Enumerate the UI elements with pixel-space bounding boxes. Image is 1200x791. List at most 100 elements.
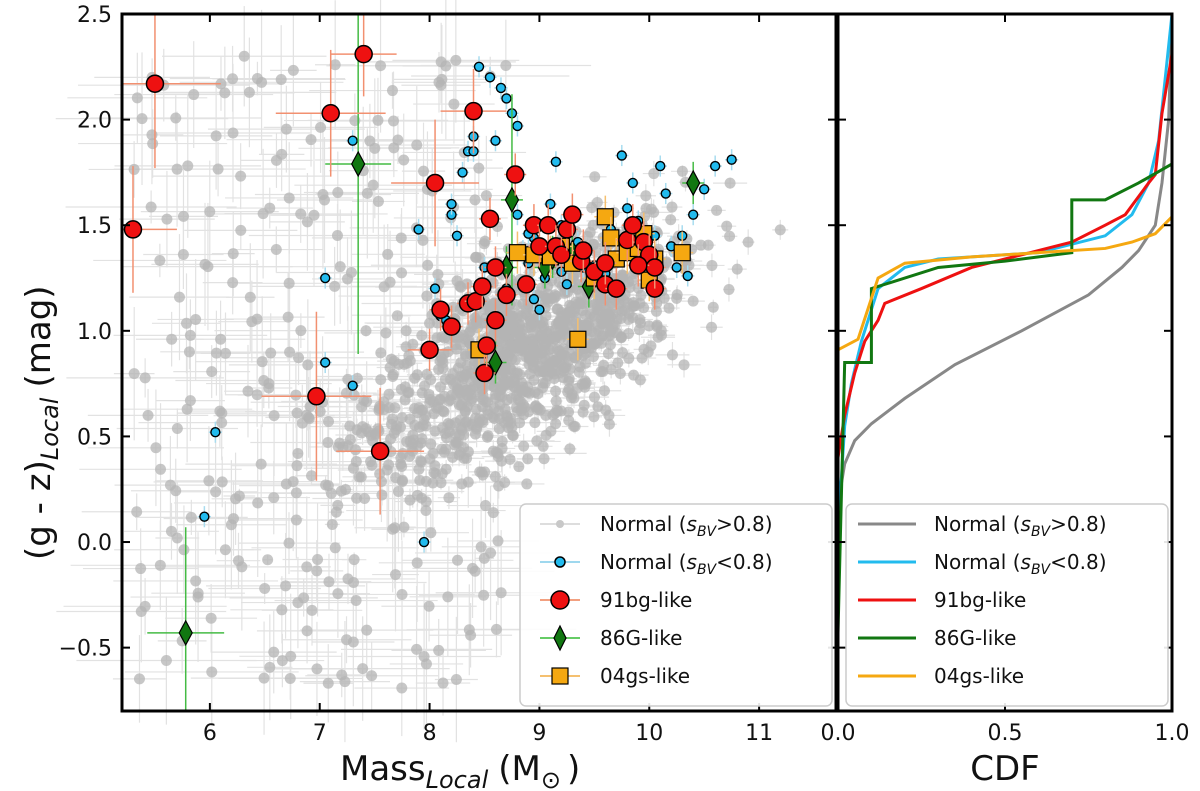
normal-high-point xyxy=(350,595,362,607)
normal-high-point xyxy=(382,248,394,260)
right-legend-label-normal-high: Normal (sBV>0.8) xyxy=(934,512,1107,540)
normal-high-point xyxy=(550,418,562,430)
normal-high-point xyxy=(268,410,280,422)
normal-high-point xyxy=(396,588,408,600)
normal-high-point xyxy=(465,629,477,641)
normal-high-point xyxy=(227,127,239,139)
point-normal-low xyxy=(709,160,721,172)
normal-high-point xyxy=(450,674,462,686)
normal-high-point xyxy=(291,460,303,472)
normal-high-point xyxy=(364,135,376,147)
normal-high-point xyxy=(375,60,387,72)
normal-high-point xyxy=(351,492,363,504)
normal-high-point xyxy=(375,475,387,487)
point-91bg xyxy=(123,220,143,239)
normal-high-point xyxy=(529,417,541,429)
normal-high-point xyxy=(154,559,166,571)
normal-high-point xyxy=(420,658,432,670)
normal-high-point xyxy=(487,507,499,519)
normal-high-point xyxy=(387,371,399,383)
normal-high-point xyxy=(550,395,562,407)
normal-high-point xyxy=(495,587,507,599)
normal-high-point xyxy=(344,420,356,432)
point-normal-low xyxy=(627,177,638,189)
normal-high-point xyxy=(171,163,183,175)
normal-high-point xyxy=(303,411,315,423)
normal-high-point xyxy=(258,672,270,684)
normal-high-point xyxy=(706,259,718,271)
normal-high-point xyxy=(145,201,157,213)
normal-high-point xyxy=(416,404,428,416)
right-legend-label-04gs: 04gs-like xyxy=(934,664,1024,688)
point-04gs xyxy=(508,244,527,262)
normal-high-point xyxy=(563,414,575,426)
normal-high-point xyxy=(640,202,652,214)
normal-high-point xyxy=(329,542,341,554)
point-normal-low xyxy=(682,270,693,282)
normal-high-point xyxy=(131,92,143,104)
normal-high-point xyxy=(598,359,610,371)
normal-high-point xyxy=(462,476,474,488)
normal-high-point xyxy=(706,321,718,333)
normal-high-point xyxy=(403,350,415,362)
normal-high-point xyxy=(398,521,410,533)
normal-high-point xyxy=(359,493,371,505)
normal-high-point xyxy=(244,291,256,303)
point-04gs xyxy=(673,244,691,262)
normal-high-point xyxy=(695,239,707,251)
normal-high-point xyxy=(243,86,255,98)
normal-high-point xyxy=(591,303,603,315)
normal-high-point xyxy=(155,463,167,475)
normal-high-point xyxy=(259,583,271,595)
point-normal-low xyxy=(347,380,358,391)
normal-high-point xyxy=(276,604,288,616)
normal-high-point xyxy=(774,224,786,236)
normal-high-point xyxy=(255,458,267,470)
normal-high-point xyxy=(407,429,419,441)
normal-high-point xyxy=(182,160,194,172)
point-86g xyxy=(504,186,520,214)
normal-high-point xyxy=(623,276,635,288)
normal-high-point xyxy=(357,421,369,433)
normal-high-point xyxy=(216,407,228,419)
normal-high-point xyxy=(492,447,504,459)
normal-high-point xyxy=(479,235,491,247)
normal-high-point xyxy=(262,554,274,566)
normal-high-point xyxy=(434,381,446,393)
normal-high-point xyxy=(421,290,433,302)
left-axis-ticks: 6 7 8 9 10 11 −0.5 0.0 0.5 1.0 1.5 2.0 2.5 xyxy=(59,3,836,746)
normal-high-point xyxy=(531,435,543,447)
normal-high-point xyxy=(420,505,432,517)
point-normal-low xyxy=(320,357,331,368)
normal-high-point xyxy=(360,325,372,337)
normal-high-point xyxy=(251,389,263,401)
normal-high-point xyxy=(549,333,561,345)
normal-high-point xyxy=(570,296,582,308)
point-normal-low xyxy=(688,209,699,220)
normal-high-point xyxy=(396,412,408,424)
point-04gs xyxy=(569,330,587,348)
point-normal-low xyxy=(698,184,710,195)
normal-high-point xyxy=(268,646,280,658)
normal-high-point xyxy=(431,402,443,414)
normal-high-point xyxy=(678,359,690,371)
normal-high-point xyxy=(460,348,472,360)
normal-high-point xyxy=(448,98,460,110)
normal-high-point xyxy=(160,654,172,666)
normal-high-point xyxy=(435,477,447,489)
normal-high-point xyxy=(372,195,384,207)
normal-high-point xyxy=(509,377,521,389)
normal-high-point xyxy=(432,268,444,280)
right-legend-label-91bg: 91bg-like xyxy=(934,588,1026,612)
normal-high-point xyxy=(183,346,195,358)
normal-high-point xyxy=(499,328,511,340)
normal-high-point xyxy=(742,236,754,248)
normal-high-point xyxy=(465,395,477,407)
normal-high-point xyxy=(242,385,254,397)
point-91bg xyxy=(552,245,571,265)
normal-high-point xyxy=(184,329,196,341)
normal-high-point xyxy=(468,381,480,393)
normal-high-point xyxy=(395,458,407,470)
normal-high-point xyxy=(580,309,592,321)
normal-high-point xyxy=(533,365,545,377)
